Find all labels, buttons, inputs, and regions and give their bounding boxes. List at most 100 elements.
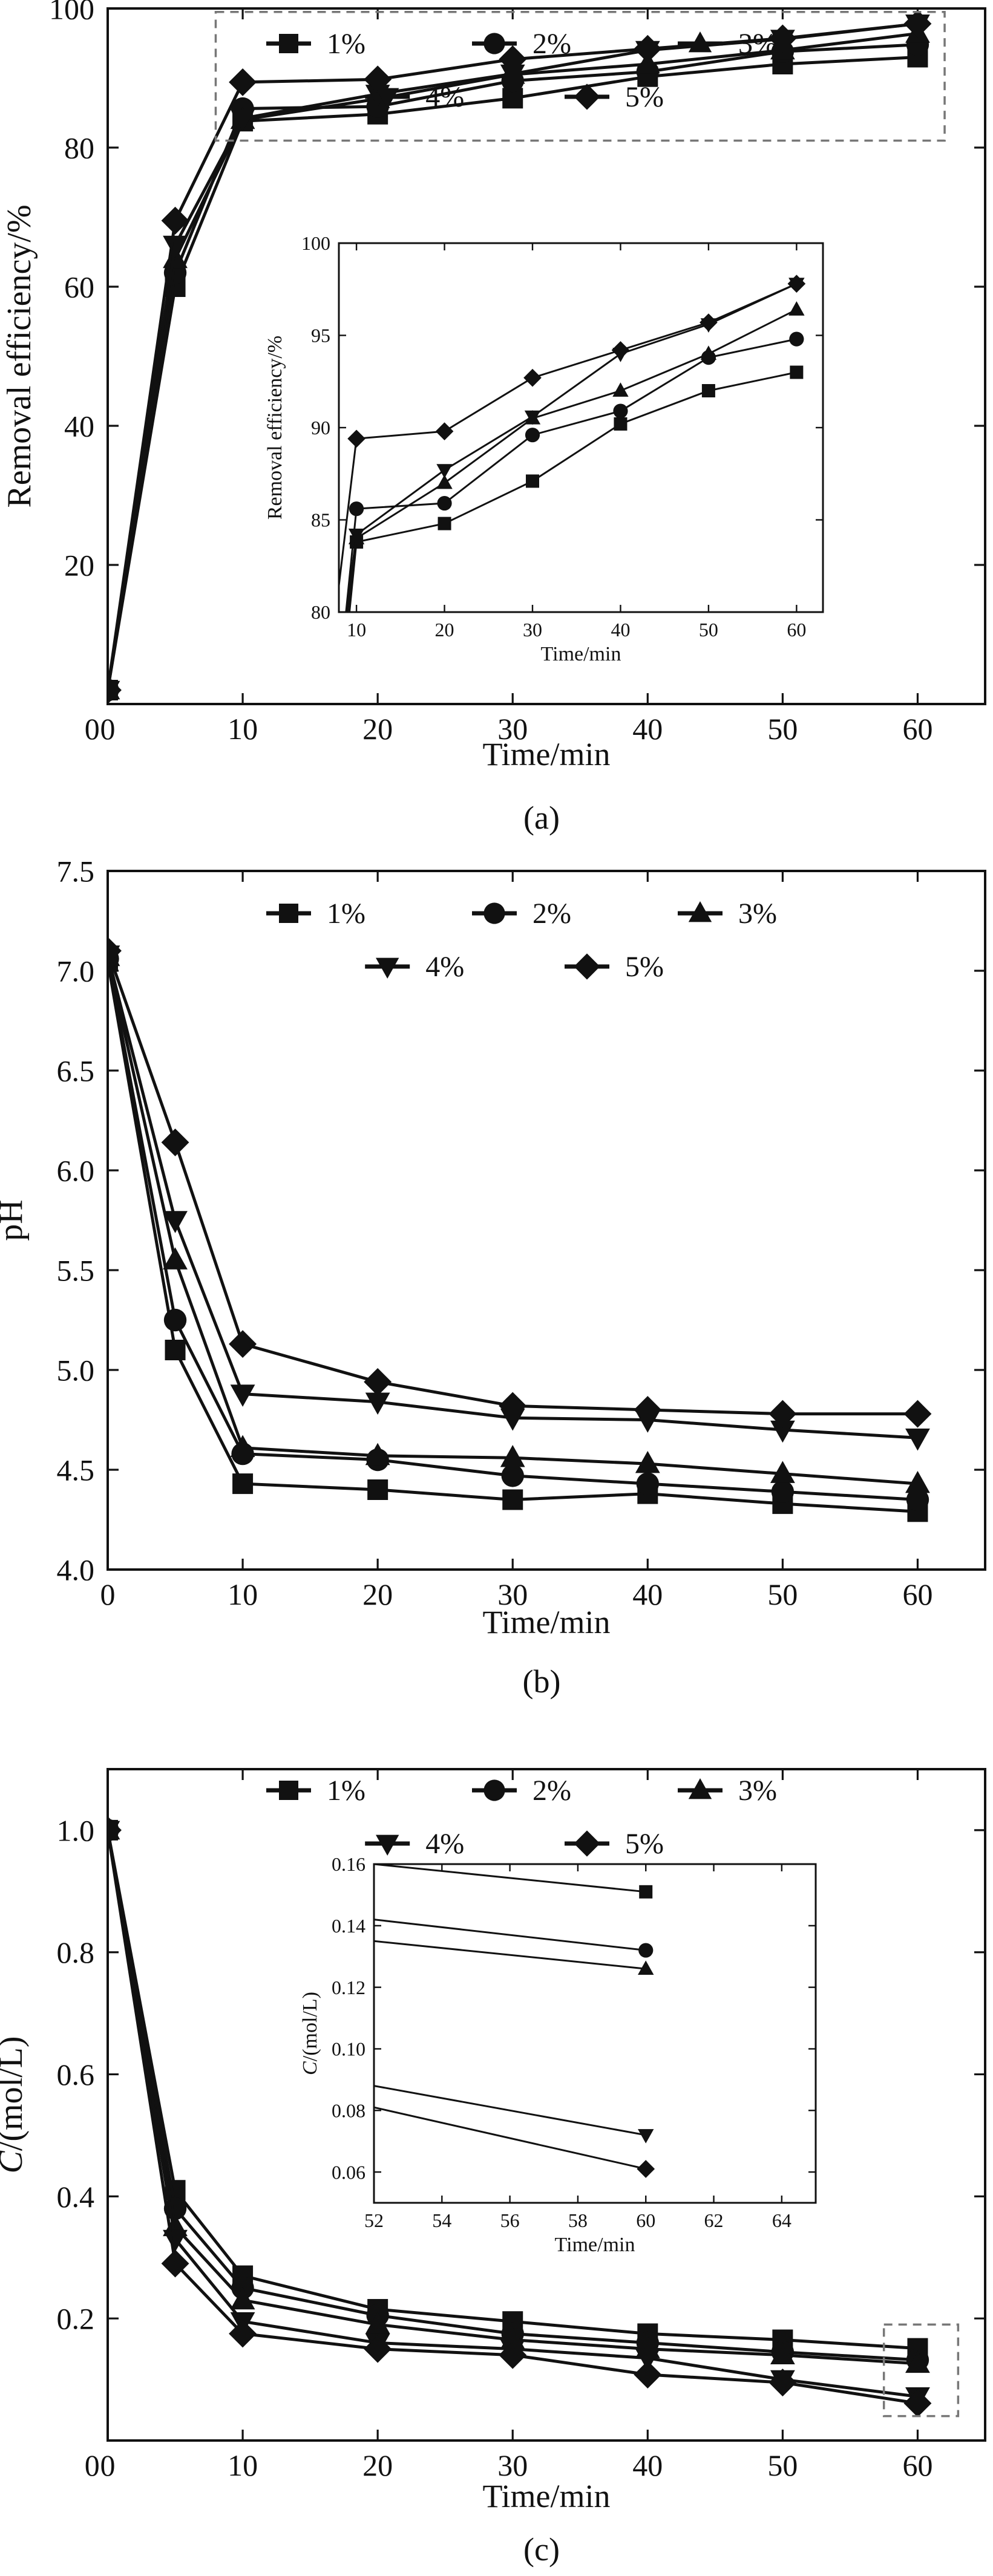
data-point [437, 495, 452, 511]
series-line [374, 1864, 646, 1893]
x-tick-label: 10 [228, 1577, 258, 1611]
data-point [436, 464, 453, 478]
data-point [525, 428, 540, 443]
data-point [108, 1816, 122, 1844]
series [108, 10, 932, 704]
x-tick-label: 50 [767, 2448, 798, 2482]
data-point [229, 2320, 257, 2348]
series-line [374, 2106, 646, 2170]
series-line [108, 960, 918, 1513]
data-point [230, 2287, 255, 2310]
series-line [108, 22, 918, 691]
legend-marker [483, 1779, 505, 1801]
inset-background [374, 1864, 816, 2203]
x-tick-label: 30 [497, 2448, 528, 2482]
legend-item: 2% [472, 1775, 571, 1807]
legend-item: 3% [678, 898, 777, 930]
x-tick-label: 60 [787, 619, 806, 641]
x-tick-label: 62 [704, 2209, 724, 2231]
data-point [903, 10, 932, 38]
data-point [499, 2341, 527, 2369]
y-axis-title: pH [0, 1199, 30, 1241]
data-point [903, 2389, 932, 2418]
data-point [108, 937, 122, 965]
data-point [524, 410, 541, 425]
data-point [788, 301, 805, 316]
series-line [108, 956, 918, 1485]
data-point [500, 64, 525, 87]
data-point [161, 1128, 189, 1156]
data-point [769, 2369, 797, 2397]
data-point [905, 1470, 930, 1493]
data-point [635, 1450, 660, 1473]
data-point [770, 1461, 795, 1483]
panel-tag: (c) [523, 2531, 560, 2568]
legend-marker [376, 88, 399, 109]
x-tick-label: 50 [767, 1577, 798, 1611]
legend-marker [574, 1830, 600, 1857]
legend-label: 5% [625, 1828, 664, 1860]
legend-item: 2% [472, 28, 571, 60]
plot-frame [107, 1768, 986, 2442]
x-tick-label: 40 [632, 712, 663, 746]
series [108, 1816, 932, 2418]
data-point [637, 2160, 655, 2178]
x-tick-label: 10 [228, 2448, 258, 2482]
data-point [435, 422, 454, 440]
data-point [906, 1488, 929, 1511]
y-tick-label: 1.0 [57, 1813, 95, 1847]
series-line [108, 950, 918, 1416]
legend-label: 4% [425, 951, 464, 983]
chart-panel: 0 10 20 30 40 50 60 0.2 0.4 0.6 0.8 1.0 0 Time/min C/(… [0, 1768, 986, 2568]
legend-item: 4% [365, 81, 464, 113]
data-point [523, 368, 542, 387]
legend-label: 3% [738, 28, 777, 60]
x-tick-label: 20 [435, 619, 454, 641]
x-tick-label: 0 [100, 712, 116, 746]
data-point [612, 382, 629, 397]
legend-label: 2% [533, 898, 571, 930]
legend-label: 5% [625, 81, 664, 113]
data-point [499, 1392, 527, 1420]
legend-item: 1% [266, 28, 365, 60]
x-axis-title: Time/min [482, 1604, 610, 1640]
x-tick-label: 60 [902, 712, 932, 746]
data-point [638, 1960, 654, 1975]
data-point [229, 1330, 257, 1358]
y-tick-label: 6.0 [57, 1154, 95, 1188]
data-point [438, 517, 451, 530]
series-line [108, 954, 918, 1440]
plot-frame [373, 1863, 817, 2204]
legend-marker [376, 957, 399, 979]
x-tick-label: 20 [362, 1577, 393, 1611]
legend-label: 1% [327, 898, 365, 930]
x-axis-title: Time/min [482, 2478, 610, 2514]
series-line [374, 2085, 646, 2136]
data-point [163, 1247, 188, 1270]
data-point [108, 676, 122, 704]
legend-marker [483, 33, 505, 54]
legend-label: 2% [533, 1775, 571, 1807]
data-point [230, 1435, 255, 1457]
chart-panel: 0 10 20 30 40 50 60 20 40 60 80 100 0 Time/min Removal… [1, 0, 986, 836]
data-point [364, 2335, 392, 2363]
y-tick-label: 20 [64, 549, 94, 582]
x-tick-label: 0 [85, 2448, 100, 2482]
data-point [161, 2249, 189, 2278]
x-tick-label: 40 [611, 619, 630, 641]
y-tick-label: 7.0 [57, 954, 95, 988]
x-tick-label: 58 [568, 2209, 588, 2231]
series [108, 945, 930, 1451]
x-tick-label: 50 [699, 619, 718, 641]
series [108, 944, 930, 1493]
plot-frame [107, 7, 986, 705]
inset-chart: 10 20 30 40 50 60 80 85 90 95 100 Time/min Removal e… [264, 232, 824, 665]
legend-marker [688, 31, 712, 53]
y-tick-label: 0.12 [332, 1977, 365, 1998]
data-point [611, 341, 630, 359]
data-point [700, 345, 717, 360]
x-tick-label: 10 [228, 712, 258, 746]
inset-series [374, 2085, 654, 2144]
series-line [108, 1830, 918, 2362]
